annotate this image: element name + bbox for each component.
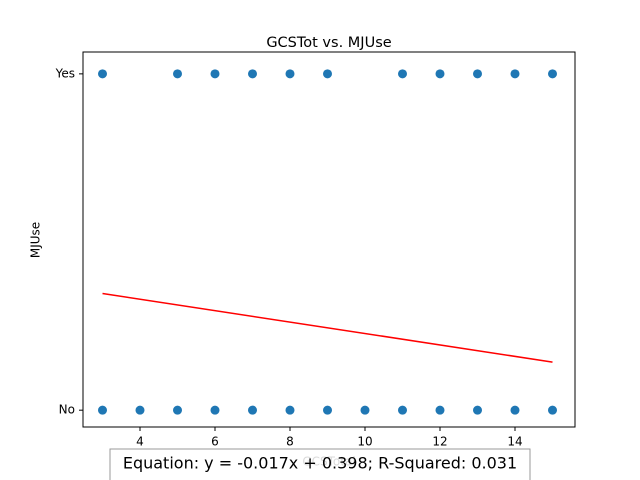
- point: [248, 69, 257, 79]
- point: [548, 69, 557, 79]
- point: [548, 405, 557, 415]
- annotation: Equation: y = -0.017x + 0.398; R-Squared…: [123, 454, 517, 473]
- point: [473, 405, 482, 415]
- y-axis-label: MJUse: [29, 222, 43, 258]
- point: [473, 69, 482, 79]
- point: [510, 69, 520, 79]
- chart-title: GCSTot vs. MJUse: [266, 35, 391, 51]
- point: [435, 69, 445, 79]
- point: [173, 69, 182, 79]
- point: [398, 69, 407, 79]
- y-tick-label: Yes: [55, 66, 75, 80]
- annotation-box: [109, 448, 531, 480]
- point: [360, 405, 370, 415]
- point: [98, 405, 107, 415]
- x-tick-label: 14: [507, 435, 522, 449]
- point: [173, 405, 182, 415]
- point: [323, 405, 332, 415]
- fit-line: [102, 292, 553, 363]
- point: [435, 405, 445, 415]
- x-tick-label: 10: [357, 435, 372, 449]
- point: [398, 405, 407, 415]
- point: [510, 405, 520, 415]
- point: [323, 69, 332, 79]
- x-tick-label: 4: [136, 435, 144, 449]
- point: [210, 405, 220, 415]
- point: [285, 69, 295, 79]
- x-tick-label: 6: [211, 435, 219, 449]
- x-tick-label: 8: [286, 435, 294, 449]
- x-tick-label: 12: [432, 435, 447, 449]
- point: [285, 405, 295, 415]
- point: [210, 69, 220, 79]
- point: [135, 405, 145, 415]
- point: [248, 405, 257, 415]
- y-tick-label: No: [59, 403, 75, 417]
- plot-frame: [82, 51, 576, 428]
- point: [98, 69, 107, 79]
